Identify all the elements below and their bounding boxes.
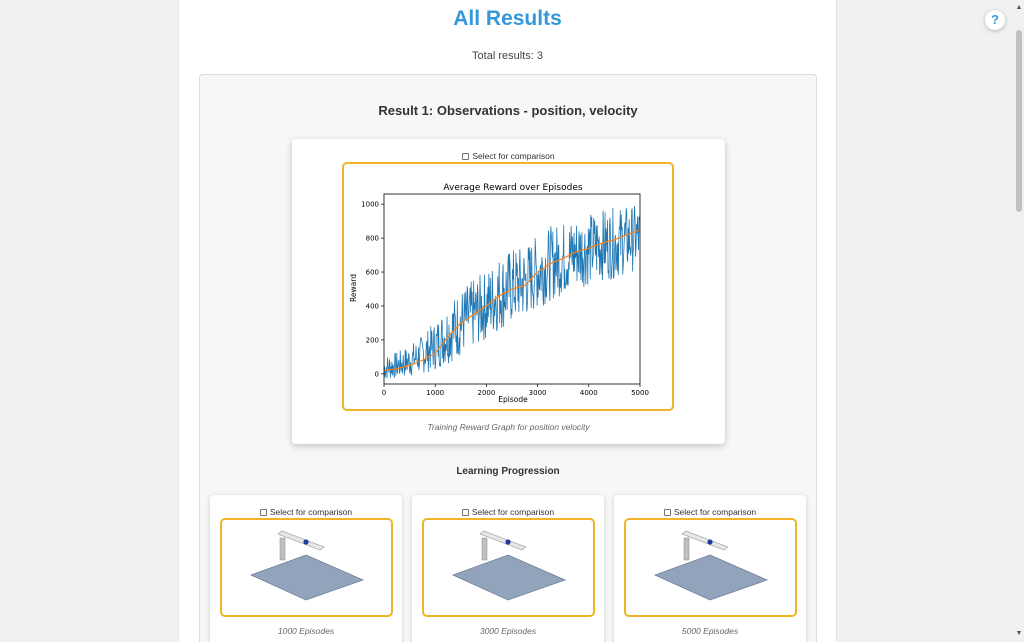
raw-reward-series (383, 205, 641, 379)
reward-graph-frame: Average Reward over Episodes Episode Rew… (342, 162, 674, 411)
result-heading: Result 1: Observations - position, veloc… (378, 103, 638, 118)
snapshot-frame (624, 518, 797, 617)
environment-render-image (249, 530, 365, 601)
chart-title: Average Reward over Episodes (443, 183, 582, 193)
x-tick-label: 4000 (580, 389, 598, 397)
x-tick-label: 3000 (529, 389, 547, 397)
rail-beam (277, 530, 325, 551)
select-label: Select for comparison (472, 151, 555, 161)
comparison-checkbox[interactable] (663, 508, 671, 516)
snapshot-card: Select for comparison 3000 Episodes (412, 495, 604, 642)
snapshot-card: Select for comparison 5000 Episodes (614, 495, 806, 642)
scroll-thumb[interactable] (1016, 30, 1022, 212)
snapshot-caption: 5000 Episodes (681, 626, 739, 636)
x-tick-label: 2000 (477, 389, 495, 397)
y-tick-label: 1000 (361, 201, 379, 209)
snapshot-frame (422, 518, 595, 617)
rail-beam (681, 530, 729, 551)
y-tick-label: 200 (366, 336, 379, 344)
comparison-checkbox[interactable] (462, 152, 470, 160)
y-tick-label: 600 (366, 269, 379, 277)
reward-chart: Average Reward over Episodes Episode Rew… (349, 183, 649, 404)
comparison-checkbox[interactable] (259, 508, 267, 516)
y-tick-label: 800 (366, 235, 379, 243)
x-tick-label: 0 (382, 389, 386, 397)
cart-ball (707, 539, 713, 545)
environment-render-image (653, 530, 769, 601)
graph-card: Select for comparison Average Reward ove… (292, 139, 725, 444)
plot-area-border (383, 193, 641, 385)
select-for-comparison-snapshot[interactable]: Select for comparison (210, 507, 402, 517)
snapshot-card: Select for comparison 1000 Episodes (210, 495, 402, 642)
snapshot-caption: 3000 Episodes (479, 626, 537, 636)
vertical-scrollbar[interactable]: ▲ ▼ (1014, 0, 1024, 642)
floor-plane (249, 554, 365, 601)
learning-progression-title: Learning Progression (456, 466, 560, 477)
snapshot-frame (220, 518, 393, 617)
select-label: Select for comparison (673, 507, 757, 517)
cart-ball (505, 539, 511, 545)
environment-render-image (451, 530, 567, 601)
y-axis-label: Reward (349, 274, 358, 302)
floor-plane (451, 554, 567, 601)
scroll-down-arrow-icon[interactable]: ▼ (1015, 630, 1023, 637)
x-tick-label: 5000 (631, 389, 649, 397)
cart-ball (303, 539, 309, 545)
results-page: All Results Total results: 3 Result 1: O… (178, 0, 837, 642)
support-pillar (683, 537, 690, 561)
result-card: Result 1: Observations - position, veloc… (199, 74, 817, 642)
average-reward-series (383, 229, 641, 372)
x-tick-label: 1000 (426, 389, 444, 397)
floor-plane (653, 554, 769, 601)
select-for-comparison-graph[interactable]: Select for comparison (292, 151, 725, 161)
scroll-up-arrow-icon[interactable]: ▲ (1015, 4, 1023, 11)
support-pillar (481, 537, 488, 561)
y-tick-label: 400 (366, 302, 379, 310)
help-button[interactable]: ? (985, 10, 1005, 30)
rail-beam (479, 530, 527, 551)
support-pillar (279, 537, 286, 561)
graph-caption: Training Reward Graph for position veloc… (427, 422, 590, 432)
select-for-comparison-snapshot[interactable]: Select for comparison (614, 507, 806, 517)
page-title: All Results (453, 7, 562, 30)
select-for-comparison-snapshot[interactable]: Select for comparison (412, 507, 604, 517)
snapshot-caption: 1000 Episodes (277, 626, 335, 636)
comparison-checkbox[interactable] (461, 508, 469, 516)
total-results: Total results: 3 (472, 50, 543, 62)
y-tick-label: 0 (375, 370, 379, 378)
x-axis-label: Episode (498, 395, 528, 404)
select-label: Select for comparison (269, 507, 353, 517)
select-label: Select for comparison (471, 507, 555, 517)
